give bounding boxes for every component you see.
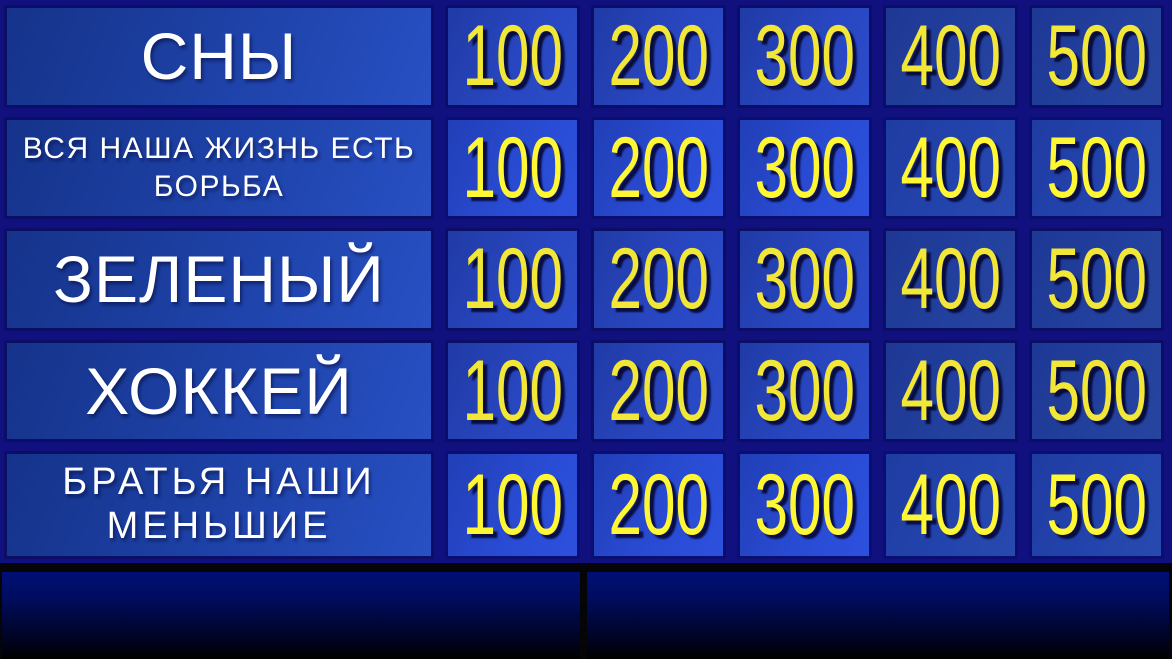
value-label: 200 xyxy=(608,342,709,439)
value-label: 300 xyxy=(754,457,855,554)
value-label: 100 xyxy=(462,342,563,439)
value-cell-r4-400[interactable]: 400 xyxy=(883,339,1018,443)
value-label: 500 xyxy=(1046,342,1147,439)
score-panel-left xyxy=(2,572,580,659)
value-label: 400 xyxy=(900,8,1001,105)
value-label: 100 xyxy=(462,231,563,328)
value-label: 200 xyxy=(608,119,709,216)
value-label: 200 xyxy=(608,231,709,328)
value-cell-r5-500[interactable]: 500 xyxy=(1029,451,1164,559)
category-cell-хоккей: ХОККЕЙ xyxy=(4,339,434,443)
value-cell-r1-100[interactable]: 100 xyxy=(445,5,580,108)
value-label: 300 xyxy=(754,119,855,216)
value-cell-r3-200[interactable]: 200 xyxy=(591,228,726,331)
value-cell-r2-300[interactable]: 300 xyxy=(737,116,872,220)
value-cell-r3-500[interactable]: 500 xyxy=(1029,228,1164,331)
value-cell-r4-500[interactable]: 500 xyxy=(1029,339,1164,443)
value-cell-r4-200[interactable]: 200 xyxy=(591,339,726,443)
value-label: 300 xyxy=(754,231,855,328)
value-label: 400 xyxy=(900,457,1001,554)
value-label: 200 xyxy=(608,8,709,105)
value-cell-r2-100[interactable]: 100 xyxy=(445,116,580,220)
value-label: 500 xyxy=(1046,119,1147,216)
value-cell-r4-300[interactable]: 300 xyxy=(737,339,872,443)
value-cell-r3-400[interactable]: 400 xyxy=(883,228,1018,331)
value-cell-r5-100[interactable]: 100 xyxy=(445,451,580,559)
value-label: 300 xyxy=(754,8,855,105)
category-cell-вся-наша-жизнь-есть-борьба: ВСЯ НАША ЖИЗНЬ ЕСТЬ БОРЬБА xyxy=(4,116,434,220)
value-cell-r1-400[interactable]: 400 xyxy=(883,5,1018,108)
value-label: 400 xyxy=(900,342,1001,439)
value-label: 500 xyxy=(1046,231,1147,328)
value-cell-r5-400[interactable]: 400 xyxy=(883,451,1018,559)
value-cell-r1-500[interactable]: 500 xyxy=(1029,5,1164,108)
value-cell-r2-200[interactable]: 200 xyxy=(591,116,726,220)
score-panel-right xyxy=(587,572,1169,659)
value-cell-r2-400[interactable]: 400 xyxy=(883,116,1018,220)
value-cell-r1-200[interactable]: 200 xyxy=(591,5,726,108)
value-cell-r4-100[interactable]: 100 xyxy=(445,339,580,443)
category-cell-братья-наши-меньшие: БРАТЬЯ НАШИ МЕНЬШИЕ xyxy=(4,451,434,559)
value-cell-r3-300[interactable]: 300 xyxy=(737,228,872,331)
value-label: 500 xyxy=(1046,8,1147,105)
value-cell-r2-500[interactable]: 500 xyxy=(1029,116,1164,220)
bottom-strip xyxy=(0,563,1172,659)
value-label: 500 xyxy=(1046,457,1147,554)
value-label: 300 xyxy=(754,342,855,439)
value-cell-r5-300[interactable]: 300 xyxy=(737,451,872,559)
value-label: 400 xyxy=(900,119,1001,216)
value-cell-r3-100[interactable]: 100 xyxy=(445,228,580,331)
value-cell-r1-300[interactable]: 300 xyxy=(737,5,872,108)
value-label: 100 xyxy=(462,457,563,554)
value-label: 100 xyxy=(462,8,563,105)
jeopardy-board: СНЫ 100 200 300 400 500 ВСЯ НАША ЖИЗНЬ ЕСТЬ БО… xyxy=(0,0,1172,563)
value-label: 100 xyxy=(462,119,563,216)
value-label: 200 xyxy=(608,457,709,554)
value-cell-r5-200[interactable]: 200 xyxy=(591,451,726,559)
value-label: 400 xyxy=(900,231,1001,328)
category-cell-сны: СНЫ xyxy=(4,5,434,108)
category-cell-зеленый: ЗЕЛЕНЫЙ xyxy=(4,228,434,331)
